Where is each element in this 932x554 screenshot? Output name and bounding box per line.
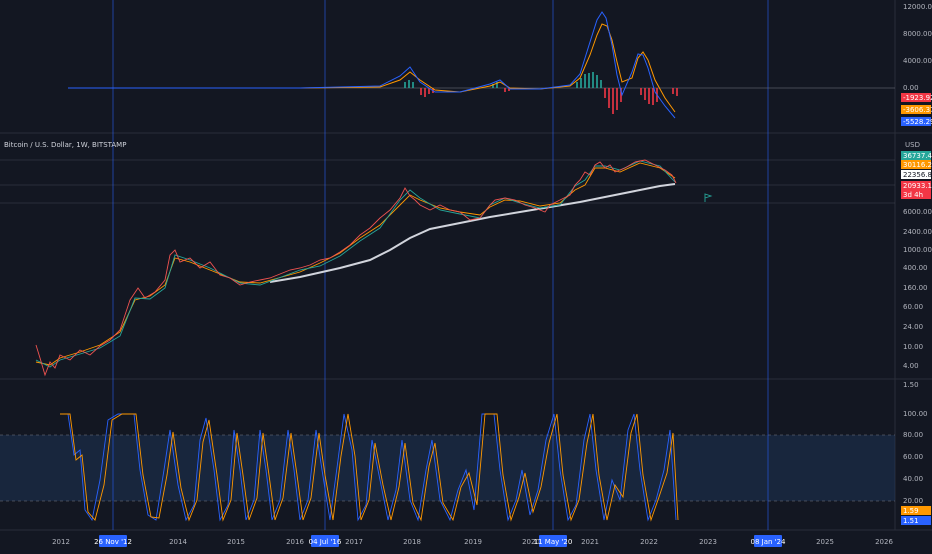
halving-date-badge	[99, 535, 127, 547]
time-axis-label: 2017	[345, 538, 363, 546]
time-axis-label: 2015	[227, 538, 245, 546]
price-y-tick-label: 400.00	[903, 264, 928, 272]
price-panel-title: Bitcoin / U.S. Dollar, 1W, BITSTAMP	[4, 141, 126, 149]
time-axis-label: 2019	[464, 538, 482, 546]
halving-date-label: 08 Jan '24	[751, 538, 787, 546]
value-badge-label: -5528.29	[903, 118, 932, 126]
stoch-d-line	[60, 413, 679, 522]
macd-y-tick-label: 4000.00	[903, 57, 932, 65]
time-axis-label: 2025	[816, 538, 834, 546]
value-badge-label: 30116.21	[903, 161, 932, 169]
halving-date-label: 26 Nov '12	[94, 538, 132, 546]
price-y-tick-label: 6000.00	[903, 208, 932, 216]
value-badge-label: -1923.92	[903, 94, 932, 102]
price-y-tick-label: 60.00	[903, 303, 923, 311]
price-y-tick-label: 2400.00	[903, 228, 932, 236]
stoch-panel	[60, 413, 679, 522]
macd-y-tick-label: 12000.00	[903, 3, 932, 11]
stoch-band	[0, 435, 895, 501]
stoch-y-tick-label: 20.00	[903, 497, 923, 505]
halving-date-badge	[311, 535, 339, 547]
ma-200w-line	[269, 183, 676, 283]
ma-slow-line	[35, 160, 676, 368]
price-y-tick-label: 1000.00	[903, 246, 932, 254]
macd-y-tick-label: 0.00	[903, 84, 919, 92]
value-badge	[901, 190, 931, 199]
macd-y-tick-label: 8000.00	[903, 30, 932, 38]
time-axis-label: 2023	[699, 538, 717, 546]
price-y-tick-label: 10.00	[903, 343, 923, 351]
value-badge	[901, 117, 931, 126]
value-badge-label: 3d 4h	[903, 191, 923, 199]
value-badge-label: 1.51	[903, 517, 919, 525]
value-badges: -1923.92 -3606.37 -5528.29 36737.4330116.21…	[901, 93, 932, 525]
time-axis: 2012 2014 2015 2016 2017 2018 2019 2020 2021 2022…	[52, 535, 893, 547]
price-ticks: 6000.00 2400.00 1000.00 400.00 160.00 60.00 24…	[903, 208, 932, 389]
value-badge	[901, 181, 931, 190]
price-y-tick-label: 160.00	[903, 284, 928, 292]
time-axis-label: 2012	[52, 538, 70, 546]
currency-label: USD	[905, 141, 920, 149]
value-badge	[901, 170, 931, 179]
value-badge-label: -3606.37	[903, 106, 932, 114]
stoch-y-tick-label: 60.00	[903, 453, 923, 461]
halving-date-badge	[754, 535, 782, 547]
halving-date-badge	[539, 535, 567, 547]
value-badge-label: 20933.10	[903, 182, 932, 190]
value-badge	[901, 151, 931, 160]
halving-date-label: 04 Jul '16	[309, 538, 342, 546]
macd-line	[68, 11, 676, 119]
value-badge	[901, 160, 931, 169]
price-y-tick-label: 4.00	[903, 362, 919, 370]
time-axis-label: 2021	[581, 538, 599, 546]
stoch-y-tick-label: 80.00	[903, 431, 923, 439]
price-line	[35, 159, 677, 377]
stoch-k-line	[60, 413, 677, 522]
time-axis-label: 2026	[875, 538, 893, 546]
macd-panel	[68, 11, 895, 119]
value-badge-label: 22356.83	[903, 171, 932, 179]
projection-flag	[704, 193, 713, 202]
time-axis-label: 2016	[286, 538, 304, 546]
time-axis-label: 2018	[403, 538, 421, 546]
value-badge-label: 1.59	[903, 507, 919, 515]
stoch-ticks: 100.00 80.00 60.00 40.00 20.00	[903, 410, 928, 505]
price-y-tick-label: 24.00	[903, 323, 923, 331]
stoch-y-tick-label: 40.00	[903, 475, 923, 483]
ma-fast-line	[35, 162, 676, 366]
macd-ticks: 12000.00 8000.00 4000.00 0.00	[903, 3, 932, 92]
value-badge	[901, 105, 931, 114]
time-axis-label: 2022	[640, 538, 658, 546]
value-badge	[901, 516, 931, 525]
time-axis-label: 2014	[169, 538, 187, 546]
halving-lines	[112, 0, 769, 530]
price-y-tick-label: 1.50	[903, 381, 919, 389]
time-axis-label: 2020	[522, 538, 540, 546]
value-badge	[901, 506, 931, 515]
value-badge-label: 36737.43	[903, 152, 932, 160]
stoch-y-tick-label: 100.00	[903, 410, 928, 418]
value-badge	[901, 93, 931, 102]
price-panel	[35, 159, 713, 377]
halving-date-label: 11 May '20	[534, 538, 573, 546]
